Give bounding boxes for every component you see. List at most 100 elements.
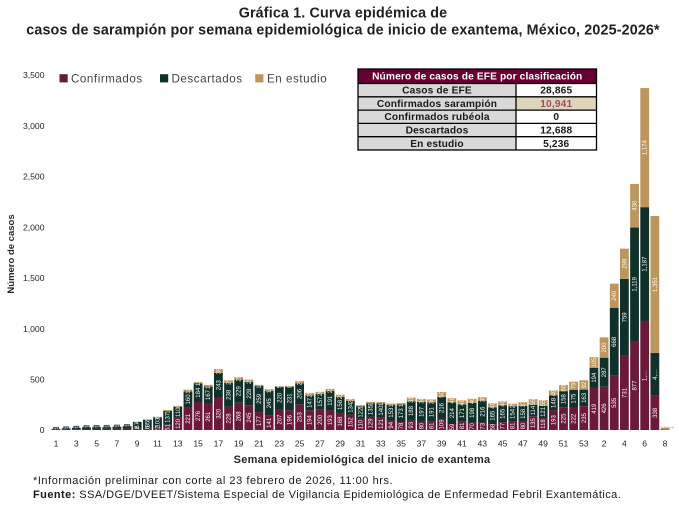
svg-text:225: 225 [562, 413, 568, 424]
svg-text:259: 259 [257, 393, 263, 404]
svg-text:81: 81 [511, 422, 517, 429]
svg-text:2,000: 2,000 [23, 222, 45, 232]
svg-text:1,500: 1,500 [23, 273, 45, 283]
svg-text:759: 759 [622, 312, 628, 323]
svg-text:17: 17 [214, 438, 224, 448]
svg-text:245: 245 [267, 398, 273, 409]
svg-text:5: 5 [94, 438, 99, 448]
svg-text:121: 121 [379, 418, 385, 429]
svg-text:11: 11 [153, 438, 162, 448]
svg-text:1,000: 1,000 [23, 324, 45, 334]
svg-text:10,941: 10,941 [540, 99, 572, 110]
svg-text:114: 114 [531, 405, 537, 415]
svg-text:200: 200 [318, 414, 324, 425]
svg-text:20: 20 [348, 396, 354, 403]
svg-text:668: 668 [612, 336, 618, 347]
svg-text:206: 206 [298, 388, 304, 399]
svg-text:194: 194 [308, 414, 314, 425]
svg-text:43: 43 [478, 438, 488, 448]
svg-text:173: 173 [399, 408, 405, 419]
svg-text:196: 196 [287, 414, 293, 425]
svg-text:1,174: 1,174 [643, 139, 649, 155]
svg-text:40: 40 [460, 398, 466, 405]
svg-text:12: 12 [196, 379, 202, 386]
svg-text:78: 78 [399, 422, 405, 429]
svg-text:6: 6 [642, 438, 647, 448]
svg-text:4,…: 4,… [653, 369, 659, 380]
svg-text:35: 35 [480, 395, 486, 402]
svg-text:casos de sarampión por semana: casos de sarampión por semana epidemioló… [26, 23, 660, 39]
svg-text:77: 77 [501, 422, 507, 429]
svg-text:22: 22 [328, 386, 334, 393]
svg-text:93: 93 [409, 421, 415, 428]
svg-text:148: 148 [551, 397, 557, 408]
svg-text:231: 231 [287, 393, 293, 404]
svg-text:216: 216 [440, 402, 446, 413]
svg-text:40: 40 [450, 396, 456, 403]
svg-text:En estudio: En estudio [410, 139, 464, 150]
svg-text:0: 0 [553, 112, 559, 123]
svg-text:193: 193 [328, 415, 334, 426]
svg-text:222: 222 [572, 413, 578, 424]
svg-text:175: 175 [572, 393, 578, 404]
svg-text:153: 153 [389, 407, 395, 418]
svg-text:220: 220 [277, 392, 283, 403]
svg-text:18: 18 [267, 386, 273, 393]
svg-text:1,351: 1,351 [653, 276, 659, 292]
svg-text:15: 15 [399, 400, 405, 407]
svg-text:30: 30 [430, 397, 436, 404]
svg-text:9: 9 [135, 438, 140, 448]
svg-text:25: 25 [227, 377, 233, 384]
svg-text:7: 7 [115, 438, 120, 448]
svg-text:245: 245 [247, 412, 253, 423]
svg-text:60: 60 [562, 384, 568, 391]
svg-text:877: 877 [633, 380, 639, 391]
svg-text:207: 207 [277, 414, 283, 425]
svg-text:268: 268 [237, 411, 243, 422]
svg-text:4: 4 [622, 438, 627, 448]
svg-text:18: 18 [206, 382, 212, 389]
svg-text:168: 168 [338, 416, 344, 427]
svg-text:12,688: 12,688 [540, 125, 572, 136]
svg-text:40: 40 [490, 401, 496, 408]
svg-text:73: 73 [480, 422, 486, 429]
svg-text:229: 229 [237, 386, 243, 397]
svg-text:253: 253 [298, 412, 304, 423]
svg-text:92: 92 [582, 381, 588, 388]
svg-text:228: 228 [247, 388, 253, 399]
svg-text:15: 15 [389, 400, 395, 407]
svg-text:En estudio: En estudio [267, 72, 327, 85]
svg-text:167: 167 [206, 389, 212, 400]
svg-text:55: 55 [541, 399, 547, 406]
svg-text:121: 121 [541, 406, 547, 417]
svg-text:152: 152 [348, 417, 354, 428]
svg-text:*Información preliminar con co: *Información preliminar con corte al 23 … [33, 475, 393, 487]
svg-text:53: 53 [579, 438, 589, 448]
svg-text:338: 338 [653, 407, 659, 418]
svg-text:25: 25 [295, 438, 305, 448]
svg-text:731: 731 [622, 387, 628, 398]
svg-text:27: 27 [315, 438, 325, 448]
svg-text:Confirmados rubéola: Confirmados rubéola [384, 112, 489, 123]
svg-text:Gráfica 1. Curva epidémica de: Gráfica 1. Curva epidémica de [239, 6, 448, 22]
svg-text:298: 298 [622, 258, 628, 269]
svg-text:Número de casos de EFE por cla: Número de casos de EFE por clasificación [372, 72, 582, 83]
svg-text:158: 158 [562, 394, 568, 405]
svg-text:37: 37 [417, 438, 427, 448]
svg-text:10: 10 [166, 406, 172, 413]
svg-text:41: 41 [457, 438, 467, 448]
svg-text:81: 81 [430, 422, 436, 429]
svg-text:197: 197 [419, 406, 425, 417]
svg-text:15: 15 [369, 398, 375, 405]
svg-text:500: 500 [30, 375, 45, 385]
svg-text:3,000: 3,000 [23, 121, 45, 131]
svg-text:39: 39 [437, 438, 447, 448]
svg-text:Fuente: SSA/DGE/DVEET/Sistema: Fuente: SSA/DGE/DVEET/Sistema Especial d… [33, 489, 621, 501]
svg-text:Descartados: Descartados [406, 125, 469, 136]
svg-text:35: 35 [396, 438, 406, 448]
svg-text:23: 23 [275, 438, 285, 448]
svg-text:59: 59 [450, 423, 456, 430]
svg-text:51: 51 [559, 438, 569, 448]
svg-text:191: 191 [430, 406, 436, 417]
svg-text:160: 160 [186, 394, 192, 405]
